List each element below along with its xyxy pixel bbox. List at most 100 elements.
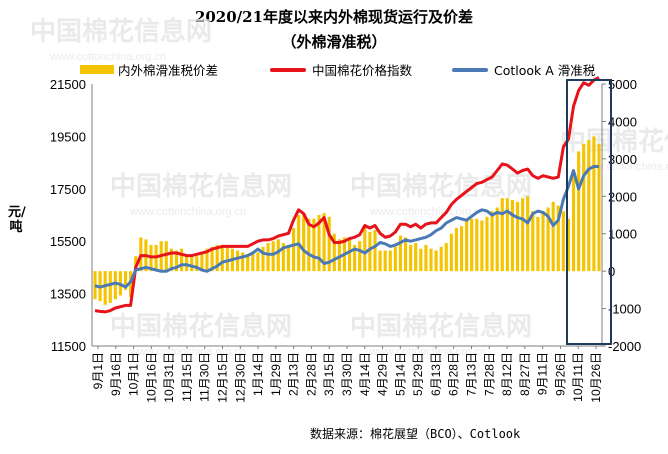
chart-subtitle: （外棉滑准税）: [281, 33, 387, 51]
y-right-tick-label: 5000: [608, 77, 637, 92]
watermark-cn: 中国棉花信息网: [560, 126, 668, 156]
spread-bar: [241, 252, 245, 272]
y-left-tick-label: 15500: [50, 234, 86, 249]
spread-bar: [485, 216, 489, 272]
x-tick-label: 3月15日: [322, 352, 336, 396]
watermark-cn: 中国棉花信息网: [350, 311, 532, 341]
spread-bar: [378, 250, 382, 272]
spread-bar: [515, 201, 520, 272]
data-source: 数据来源：棉花展望（BCO）、Cotlook: [310, 427, 521, 441]
spread-bar: [108, 271, 112, 303]
x-tick-label: 6月28日: [447, 352, 461, 396]
y-right-tick-label: -2000: [608, 339, 641, 354]
spread-bar: [571, 171, 576, 272]
spread-bar: [587, 140, 591, 272]
spread-bar: [500, 198, 504, 272]
y-right-tick-label: 1000: [608, 227, 637, 242]
spread-bar: [495, 207, 499, 272]
x-tick-label: 2月13日: [287, 352, 301, 396]
spread-bar: [383, 250, 387, 272]
spread-bar: [251, 252, 255, 272]
spread-bar: [195, 256, 199, 272]
spread-bar: [597, 143, 601, 272]
spread-bar: [307, 218, 311, 272]
x-tick-label: 1月14日: [251, 352, 265, 396]
spread-bar: [215, 244, 219, 272]
x-tick-label: 5月29日: [411, 352, 425, 396]
spread-bar: [536, 216, 540, 272]
spread-bar: [429, 248, 433, 272]
spread-bar: [419, 248, 423, 272]
x-tick-label: 10月1日: [127, 352, 141, 396]
spread-bar: [403, 237, 408, 272]
x-tick-label: 11月15日: [180, 352, 194, 402]
spread-bar: [521, 198, 525, 272]
spread-bar: [470, 218, 474, 272]
x-tick-label: 12月15日: [216, 352, 230, 403]
spread-bar: [454, 228, 459, 272]
y-right-tick-label: 4000: [608, 114, 637, 129]
spread-bar: [164, 241, 168, 272]
watermark-en: www.cottonchina.org.cn: [369, 346, 486, 358]
legend-cotlook-label: Cotlook A 滑准税: [494, 63, 596, 78]
spread-bar: [475, 218, 479, 272]
x-tick-label: 8月27日: [518, 352, 532, 396]
spread-bar: [179, 248, 184, 272]
spread-bar: [286, 244, 291, 272]
watermark-en: www.cottonchina.org.cn: [129, 206, 246, 218]
legend-china-index-label: 中国棉花价格指数: [312, 63, 413, 78]
x-tick-label: 10月26日: [589, 352, 603, 403]
y-left-tick-label: 17500: [50, 182, 86, 197]
x-tick-label: 4月29日: [376, 352, 390, 396]
x-tick-label: 4月14日: [358, 352, 372, 396]
spread-bar: [322, 213, 326, 272]
spread-bar: [582, 143, 586, 272]
x-tick-label: 10月16日: [144, 352, 158, 403]
legend-cotlook: Cotlook A 滑准税: [452, 60, 595, 79]
watermark-cn: 中国棉花信息网: [110, 171, 292, 201]
x-tick-label: 10月11日: [571, 352, 585, 402]
spread-bar: [256, 252, 260, 272]
legend-cotlook-swatch: [452, 67, 488, 72]
spread-bar: [551, 201, 555, 272]
highlight-box: [566, 79, 612, 345]
spread-bar: [103, 271, 107, 305]
chart-title: 2020/21年度以来内外棉现货运行及价差: [194, 8, 474, 26]
spread-bar: [332, 233, 336, 272]
spread-bar: [510, 200, 515, 272]
spread-bar: [358, 241, 362, 272]
spread-bar: [312, 218, 316, 272]
spread-bar: [424, 244, 428, 272]
spread-bar: [414, 243, 418, 272]
x-tick-label: 5月14日: [393, 352, 407, 396]
spread-bar: [409, 244, 413, 272]
spread-bar: [169, 248, 173, 272]
spread-bar: [541, 211, 545, 272]
spread-bar: [291, 228, 296, 272]
y-left-tick-label: 21500: [50, 77, 86, 92]
legend-spread-swatch: [80, 65, 114, 74]
spread-bar: [592, 136, 596, 272]
spread-bar: [205, 248, 209, 272]
spread-bar: [276, 239, 280, 272]
watermark-cn: 中国棉花信息网: [350, 171, 532, 201]
spread-bar: [210, 246, 214, 272]
spread-bar: [327, 216, 331, 272]
watermark-en: www.cottonchina.org.cn: [369, 206, 486, 218]
spread-bar: [439, 246, 443, 272]
y-axis-label: 元/吨: [8, 205, 26, 235]
y-left-tick-label: 11500: [51, 339, 86, 354]
legend-china-index: 中国棉花价格指数: [270, 60, 412, 79]
spread-bar: [490, 211, 494, 272]
spread-bar: [266, 243, 270, 272]
spread-bar: [526, 196, 530, 272]
spread-bar: [388, 250, 392, 272]
series-lines: [94, 76, 600, 314]
x-tick-label: 6月13日: [429, 352, 443, 396]
y-left-tick-label: 19500: [50, 129, 86, 144]
spread-bar: [347, 239, 352, 272]
x-tick-label: 9月1日: [91, 352, 105, 389]
legend-china-index-swatch: [270, 67, 306, 72]
x-tick-label: 11月30日: [198, 352, 212, 402]
spread-bar: [93, 271, 97, 300]
